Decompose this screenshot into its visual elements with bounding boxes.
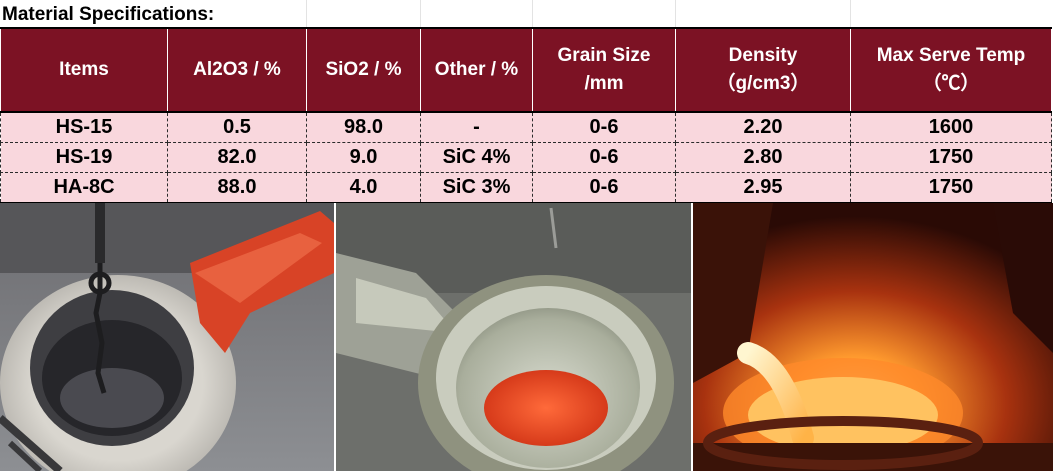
photo-strip [0,203,1053,471]
cell-density: 2.80 [675,142,851,173]
cell-max-temp: 1750 [850,142,1052,173]
cell-grain-size: 0-6 [532,111,676,143]
cell-sio2: 9.0 [306,142,421,173]
header-density: Density （g/cm3） [675,28,851,112]
cell-grain-size: 0-6 [532,142,676,173]
header-al2o3: Al2O3 / % [167,28,307,112]
header-items: Items [0,28,168,112]
table-row: HA-8C 88.0 4.0 SiC 3% 0-6 2.95 1750 [0,172,1052,203]
specifications-table: Items Al2O3 / % SiO2 / % Other / % Grain… [0,27,1052,203]
cell-other: - [420,111,533,143]
cell-max-temp: 1600 [850,111,1052,143]
cell-grain-size: 0-6 [532,172,676,203]
cell-item: HS-15 [0,111,168,143]
cell-density: 2.20 [675,111,851,143]
cell-other: SiC 3% [420,172,533,203]
cell-al2o3: 88.0 [167,172,307,203]
ladle-with-red-lining-photo [336,203,691,471]
table-row: HS-19 82.0 9.0 SiC 4% 0-6 2.80 1750 [0,142,1052,173]
table-header-row: Items Al2O3 / % SiO2 / % Other / % Grain… [0,28,1052,112]
page-title: Material Specifications: [2,4,215,25]
header-sio2: SiO2 / % [306,28,421,112]
cell-max-temp: 1750 [850,172,1052,203]
cell-al2o3: 0.5 [167,111,307,143]
header-max-serve-temp: Max Serve Temp （℃） [850,28,1052,112]
header-other: Other / % [420,28,533,112]
cell-other: SiC 4% [420,142,533,173]
cell-item: HA-8C [0,172,168,203]
table-row: HS-15 0.5 98.0 - 0-6 2.20 1600 [0,111,1052,143]
cell-sio2: 98.0 [306,111,421,143]
grid-line [675,0,676,27]
cell-density: 2.95 [675,172,851,203]
cell-item: HS-19 [0,142,168,173]
cell-al2o3: 82.0 [167,142,307,173]
grid-line [420,0,421,27]
grid-line [532,0,533,27]
molten-metal-pouring-photo [693,203,1053,471]
furnace-with-crane-chain-photo [0,203,334,471]
grid-line [850,0,851,27]
grid-line [306,0,307,27]
cell-sio2: 4.0 [306,172,421,203]
header-grain-size: Grain Size/mm [532,28,676,112]
